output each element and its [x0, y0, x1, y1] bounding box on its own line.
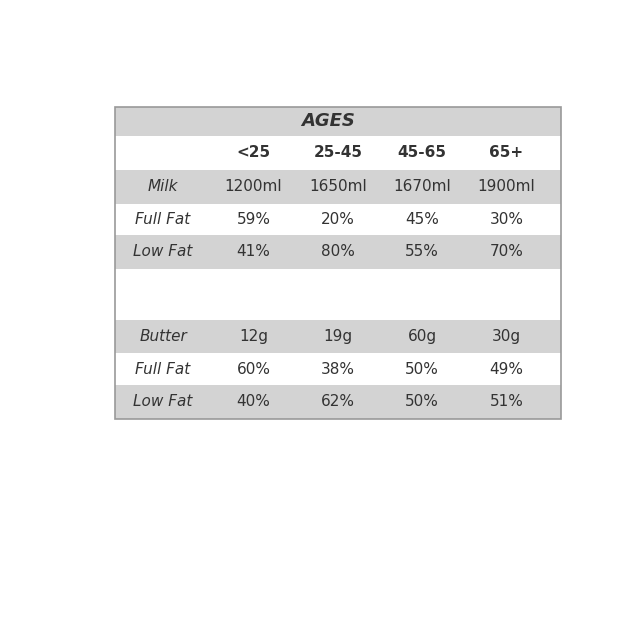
Text: 41%: 41% — [237, 244, 271, 259]
Text: 65+: 65+ — [490, 145, 524, 160]
Text: AGES: AGES — [301, 112, 355, 130]
Text: Full Fat: Full Fat — [136, 362, 191, 377]
Text: <25: <25 — [237, 145, 271, 160]
Text: Low Fat: Low Fat — [133, 244, 193, 259]
Text: Low Fat: Low Fat — [133, 394, 193, 409]
Text: 19g: 19g — [323, 329, 353, 344]
Text: 25-45: 25-45 — [314, 145, 362, 160]
FancyBboxPatch shape — [115, 320, 561, 354]
Text: 49%: 49% — [490, 362, 524, 377]
Text: 60%: 60% — [237, 362, 271, 377]
Text: 60g: 60g — [408, 329, 437, 344]
Text: 40%: 40% — [237, 394, 271, 409]
Text: 1900ml: 1900ml — [477, 179, 536, 194]
Text: 51%: 51% — [490, 394, 524, 409]
Text: 38%: 38% — [321, 362, 355, 377]
FancyBboxPatch shape — [115, 136, 561, 170]
Text: 80%: 80% — [321, 244, 355, 259]
Text: 55%: 55% — [405, 244, 439, 259]
Text: 62%: 62% — [321, 394, 355, 409]
Text: 59%: 59% — [237, 212, 271, 227]
FancyBboxPatch shape — [115, 203, 561, 235]
FancyBboxPatch shape — [115, 354, 561, 385]
Text: Full Fat: Full Fat — [136, 212, 191, 227]
Text: Butter: Butter — [140, 329, 187, 344]
Text: 1650ml: 1650ml — [309, 179, 367, 194]
FancyBboxPatch shape — [115, 107, 561, 136]
Text: 45%: 45% — [405, 212, 439, 227]
Text: 20%: 20% — [321, 212, 355, 227]
FancyBboxPatch shape — [115, 170, 561, 203]
FancyBboxPatch shape — [115, 269, 561, 320]
Text: 30g: 30g — [492, 329, 521, 344]
Text: 50%: 50% — [405, 362, 439, 377]
Text: 12g: 12g — [239, 329, 268, 344]
Text: 50%: 50% — [405, 394, 439, 409]
Text: Milk: Milk — [148, 179, 179, 194]
Text: 45-65: 45-65 — [397, 145, 447, 160]
FancyBboxPatch shape — [115, 235, 561, 269]
FancyBboxPatch shape — [115, 385, 561, 419]
Text: 1670ml: 1670ml — [394, 179, 451, 194]
Text: 30%: 30% — [490, 212, 524, 227]
Text: 1200ml: 1200ml — [225, 179, 282, 194]
Text: 70%: 70% — [490, 244, 524, 259]
